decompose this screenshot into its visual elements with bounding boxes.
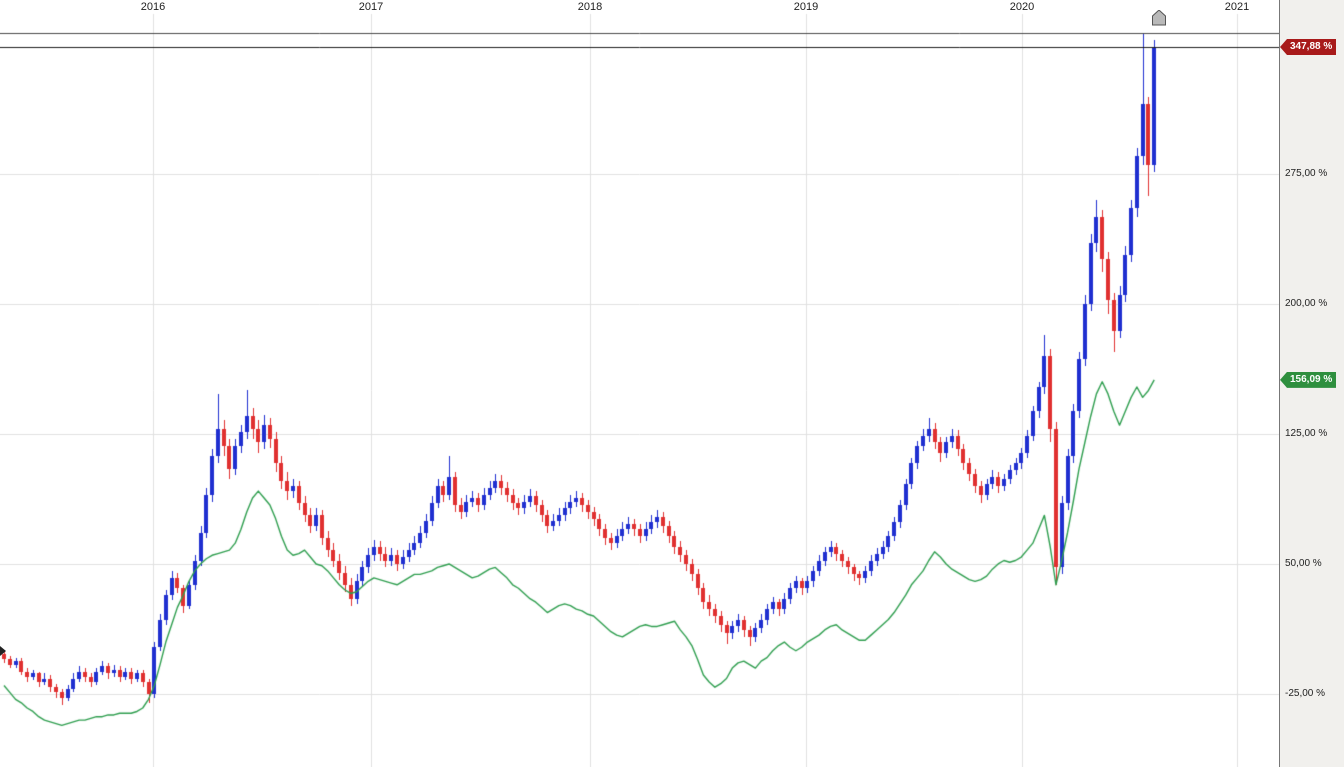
y-axis-label: 200,00 % xyxy=(1285,297,1328,309)
x-axis-year-label: 2020 xyxy=(1009,1,1035,13)
y-axis-label: 50,00 % xyxy=(1285,557,1322,569)
price-chart-canvas[interactable] xyxy=(0,0,1279,767)
new-high-marker-icon[interactable] xyxy=(1152,9,1166,26)
y-axis-label: 275,00 % xyxy=(1285,167,1328,179)
price-axis-panel[interactable]: 275,00 % 200,00 % 125,00 % 50,00 % -25,00 % 3… xyxy=(1279,0,1344,767)
last-value-badge: 347,88 % xyxy=(1280,39,1337,56)
x-axis-year-label: 2017 xyxy=(358,1,384,13)
x-axis-year-label: 2016 xyxy=(140,1,166,13)
x-axis-year-label: 2018 xyxy=(577,1,603,13)
pentagon-up-icon xyxy=(1152,9,1166,26)
y-axis-label: -25,00 % xyxy=(1285,688,1326,700)
series-start-marker-icon xyxy=(0,645,6,656)
last-value-badge: 156,09 % xyxy=(1280,371,1337,388)
x-axis-year-label: 2021 xyxy=(1224,1,1250,13)
x-axis-year-label: 2019 xyxy=(793,1,819,13)
y-axis-label: 125,00 % xyxy=(1285,427,1328,439)
